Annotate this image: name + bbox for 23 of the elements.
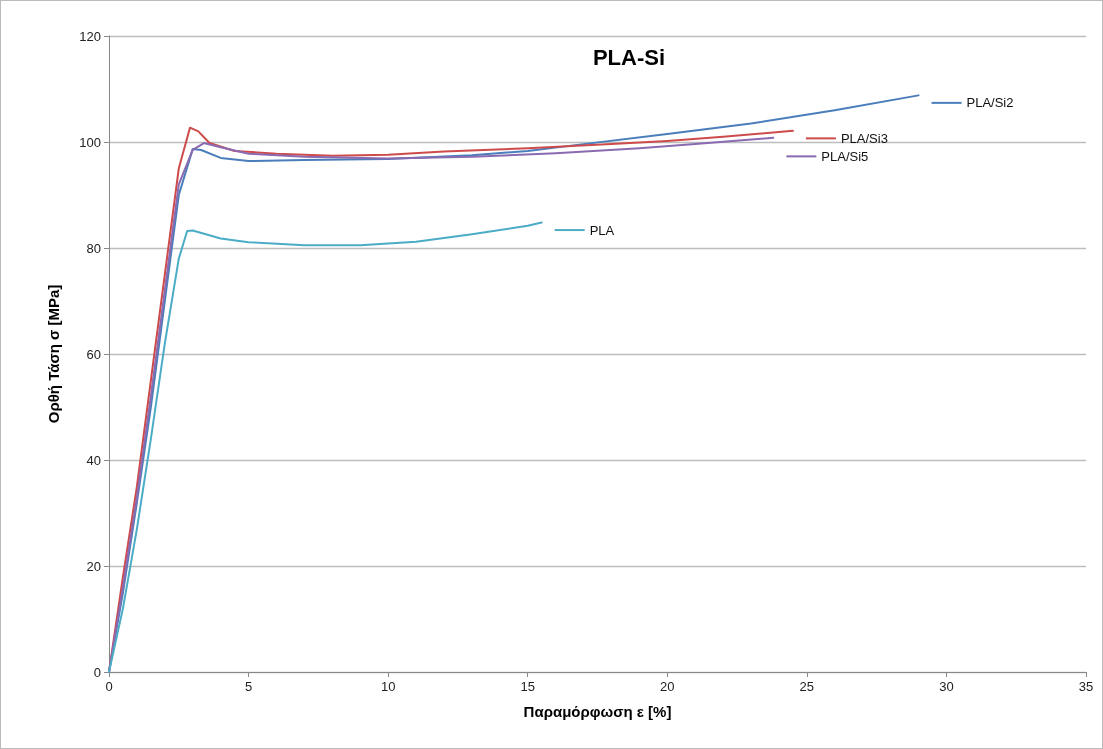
x-tick-label: 35	[1078, 679, 1094, 694]
x-tick-label: 10	[380, 679, 396, 694]
x-tick-label: 25	[799, 679, 815, 694]
x-tick-label: 30	[939, 679, 954, 694]
x-axis-title: Παραμόρφωση ε [%]	[523, 703, 672, 720]
y-tick-label: 60	[86, 346, 101, 362]
legend-label: PLA	[589, 222, 615, 238]
legend-label: PLA/Si5	[821, 148, 869, 164]
chart-title: PLA-Si	[592, 44, 666, 70]
x-tick-label: 15	[520, 679, 535, 694]
y-tick-label: 0	[93, 664, 101, 680]
y-tick-label: 80	[86, 240, 101, 256]
y-tick-label: 100	[79, 134, 101, 150]
legend-label: PLA/Si2	[966, 95, 1014, 111]
x-tick-label: 5	[244, 679, 253, 694]
y-tick-label: 120	[79, 28, 101, 44]
y-tick-label: 40	[86, 452, 101, 468]
x-tick-label: 0	[105, 679, 113, 694]
y-tick-label: 20	[86, 558, 101, 574]
x-tick-label: 20	[660, 679, 675, 694]
y-axis-title: Ορθή Τάση σ [MPa]	[45, 284, 62, 424]
line-series	[108, 221, 543, 673]
legend-label: PLA/Si3	[840, 130, 888, 146]
